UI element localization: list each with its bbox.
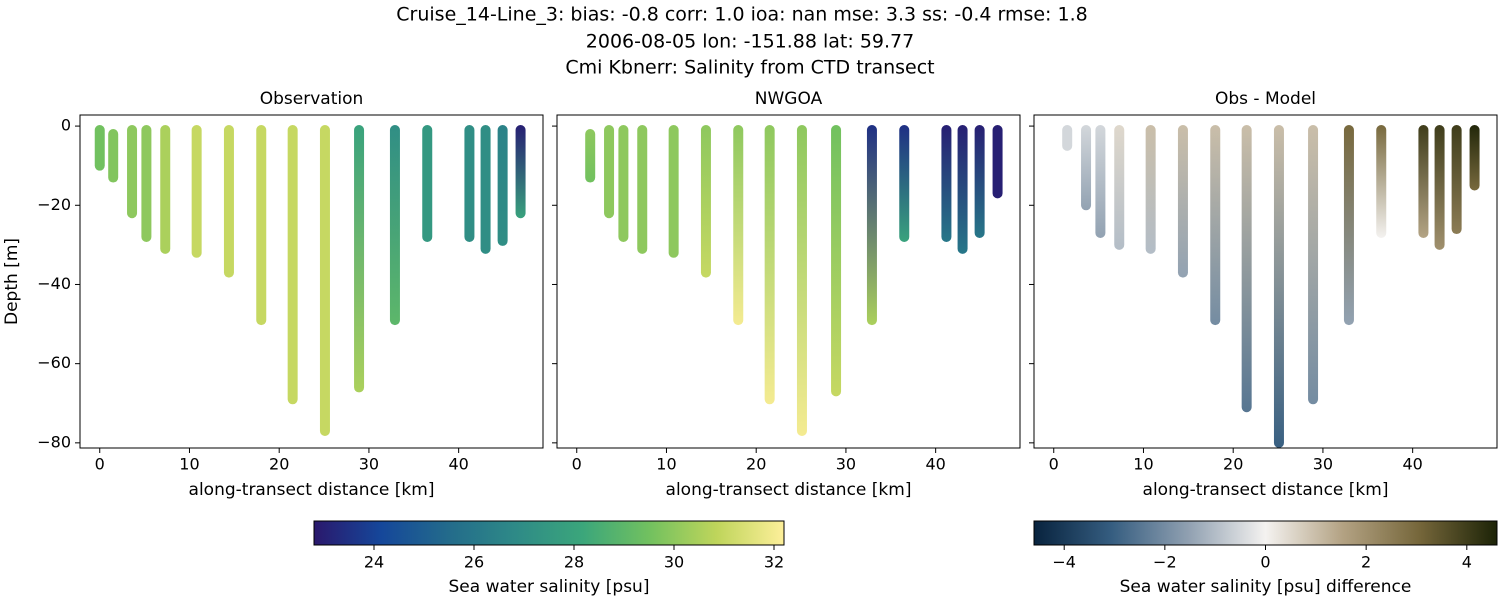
cast [1241, 125, 1252, 413]
plot-frame [79, 114, 544, 449]
cast [141, 125, 152, 242]
x-tick-label: 10 [656, 455, 676, 474]
colorbar-tick-label: −4 [1052, 553, 1076, 572]
cast [480, 125, 491, 254]
cast [974, 125, 985, 238]
x-tick-label: 30 [359, 455, 379, 474]
cast [637, 125, 648, 254]
cast [1343, 125, 1354, 326]
x-tick-label: 20 [269, 455, 289, 474]
cast [866, 125, 877, 326]
cast [94, 125, 105, 171]
cast [1177, 125, 1188, 278]
cast [1062, 125, 1073, 151]
colorbar-tick-label: 32 [764, 553, 784, 572]
cast [1434, 125, 1445, 250]
colorbar-tick-label: 26 [464, 553, 484, 572]
cast [354, 125, 365, 393]
cast [1418, 125, 1429, 238]
colorbar-tick-label: 24 [364, 553, 384, 572]
cast [1210, 125, 1221, 326]
colorbar-label: Sea water salinity [psu] [449, 577, 650, 597]
cast [957, 125, 968, 254]
cast [319, 125, 330, 436]
x-tick-label: 10 [1133, 455, 1153, 474]
x-tick-label: 10 [179, 455, 199, 474]
cast [127, 125, 138, 219]
cast [1081, 125, 1092, 211]
x-tick-label: 20 [746, 455, 766, 474]
cast [422, 125, 433, 242]
cast [733, 125, 744, 326]
plot-frame [1033, 114, 1498, 449]
cast [256, 125, 267, 326]
x-tick-label: 30 [1313, 455, 1333, 474]
y-tick-label: −40 [37, 274, 71, 293]
cast [1376, 125, 1387, 238]
cast [585, 129, 596, 183]
panel-title: Observation [260, 89, 364, 109]
x-axis-label: along-transect distance [km] [666, 480, 912, 500]
suptitle: Cmi Kbnerr: Salinity from CTD transect [565, 57, 934, 79]
cast [700, 125, 711, 278]
cast [1114, 125, 1125, 250]
cast [1273, 125, 1284, 448]
y-tick-label: −60 [37, 353, 71, 372]
cast [1145, 125, 1156, 254]
colorbar-tick-label: 2 [1361, 553, 1371, 572]
cast [1469, 125, 1480, 191]
cast [191, 125, 202, 258]
y-tick-label: −20 [37, 195, 71, 214]
cast [1095, 125, 1106, 238]
panel-title: Obs - Model [1215, 89, 1316, 109]
cast [160, 125, 171, 254]
colorbar-tick-label: 28 [564, 553, 584, 572]
cast [941, 125, 952, 242]
cast [992, 125, 1003, 199]
x-tick-label: 30 [836, 455, 856, 474]
cast [831, 125, 842, 397]
x-axis-label: along-transect distance [km] [189, 480, 435, 500]
colorbar [313, 520, 785, 546]
cast [223, 125, 234, 278]
colorbar-tick-label: −2 [1153, 553, 1177, 572]
x-axis-label: along-transect distance [km] [1143, 480, 1389, 500]
x-tick-label: 40 [448, 455, 468, 474]
suptitle: 2006-08-05 lon: -151.88 lat: 59.77 [586, 31, 914, 53]
cast [497, 125, 508, 246]
cast [618, 125, 629, 242]
colorbar-tick-label: 4 [1462, 553, 1472, 572]
cast [108, 129, 119, 183]
cast [389, 125, 400, 326]
suptitle: Cruise_14-Line_3: bias: -0.8 corr: 1.0 i… [396, 4, 1087, 26]
cast [899, 125, 910, 242]
plot-frame [556, 114, 1021, 449]
y-tick-label: 0 [61, 116, 71, 135]
cast [796, 125, 807, 436]
colorbar-label: Sea water salinity [psu] difference [1120, 577, 1412, 597]
cast [764, 125, 775, 405]
panel-title: NWGOA [755, 89, 823, 109]
colorbar-tick-label: 0 [1260, 553, 1270, 572]
y-axis-label: Depth [m] [2, 238, 22, 325]
x-tick-label: 0 [1049, 455, 1059, 474]
cast [515, 125, 526, 219]
x-tick-label: 20 [1223, 455, 1243, 474]
x-tick-label: 40 [1402, 455, 1422, 474]
colorbar-tick-label: 30 [664, 553, 684, 572]
x-tick-label: 0 [95, 455, 105, 474]
cast [464, 125, 475, 242]
x-tick-label: 0 [572, 455, 582, 474]
x-tick-label: 40 [925, 455, 945, 474]
cast [1308, 125, 1319, 405]
colorbar [1033, 520, 1498, 546]
cast [287, 125, 298, 405]
cast [668, 125, 679, 258]
cast [1451, 125, 1462, 235]
y-tick-label: −80 [37, 432, 71, 451]
cast [604, 125, 615, 219]
